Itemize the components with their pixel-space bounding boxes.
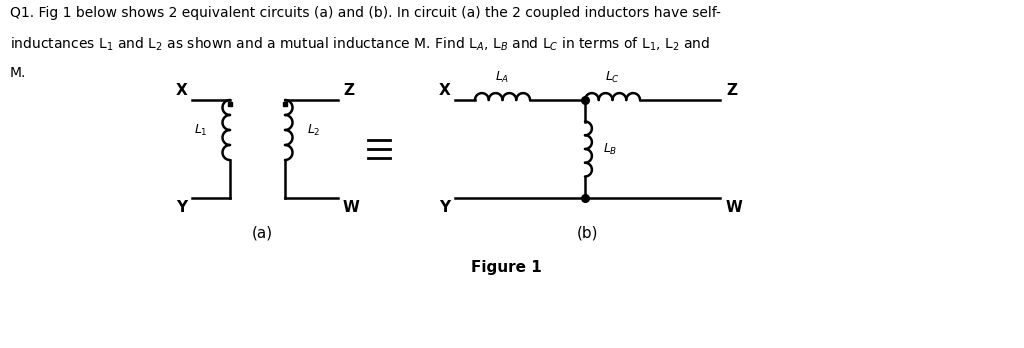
- Text: Q1. Fig 1 below shows 2 equivalent circuits (a) and (b). In circuit (a) the 2 co: Q1. Fig 1 below shows 2 equivalent circu…: [10, 6, 721, 20]
- Bar: [283, 102, 287, 106]
- Text: (b): (b): [577, 226, 598, 241]
- Bar: [228, 102, 232, 106]
- Text: $L_C$: $L_C$: [605, 70, 620, 85]
- Text: $L_2$: $L_2$: [307, 122, 321, 137]
- Text: M.: M.: [10, 66, 27, 80]
- Text: Z: Z: [343, 83, 354, 98]
- Text: Z: Z: [726, 83, 737, 98]
- Text: W: W: [726, 200, 742, 215]
- Text: X: X: [175, 83, 187, 98]
- Text: $L_1$: $L_1$: [195, 122, 208, 137]
- Text: W: W: [343, 200, 359, 215]
- Text: inductances L$_1$ and L$_2$ as shown and a mutual inductance M. Find L$_A$, L$_B: inductances L$_1$ and L$_2$ as shown and…: [10, 36, 711, 53]
- Text: Y: Y: [439, 200, 450, 215]
- Text: Y: Y: [176, 200, 187, 215]
- Text: X: X: [438, 83, 450, 98]
- Text: (a): (a): [252, 226, 273, 241]
- Text: Figure 1: Figure 1: [471, 260, 542, 275]
- Text: $L_B$: $L_B$: [603, 141, 617, 157]
- Text: $L_A$: $L_A$: [496, 70, 510, 85]
